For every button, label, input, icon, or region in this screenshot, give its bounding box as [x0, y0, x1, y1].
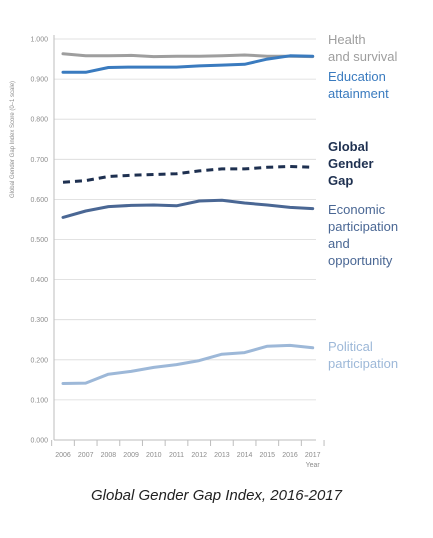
- series-lines: [61, 52, 315, 385]
- y-tick-label: 0.700: [30, 157, 48, 164]
- x-tick-label: 2015: [260, 452, 276, 459]
- y-tick-label: 0.100: [30, 397, 48, 404]
- series-label-line: participation: [328, 356, 398, 371]
- x-tick-label: 2011: [169, 452, 184, 459]
- gridlines: [54, 38, 316, 441]
- y-tick-label: 0.300: [30, 317, 48, 324]
- series-label-line: and: [328, 236, 350, 251]
- y-tick-label: 0.200: [30, 357, 48, 364]
- series-line: [61, 343, 315, 385]
- series-label-line: Gender: [328, 156, 374, 171]
- y-tick-label: 0.400: [30, 277, 48, 284]
- x-tick-label: 2006: [55, 452, 71, 459]
- series-label-line: opportunity: [328, 253, 393, 268]
- series-label-line: Health: [328, 32, 366, 47]
- y-tick-label: 0.000: [30, 438, 48, 445]
- series-line: [61, 54, 315, 74]
- series-label: Health and survival: [328, 32, 397, 64]
- series-label-line: and survival: [328, 49, 397, 64]
- series-line: [62, 165, 313, 184]
- y-tick-label: 0.800: [30, 117, 48, 124]
- series-label-line: Political: [328, 339, 373, 354]
- series-label: Economic participation and opportunity: [328, 202, 398, 268]
- y-tick-label: 0.600: [30, 197, 48, 204]
- series-label-line: Global: [328, 139, 368, 154]
- y-tick-label: 0.900: [30, 77, 48, 84]
- series-labels: Health and survival Education attainment Glo…: [328, 32, 398, 371]
- series-label-line: Education: [328, 69, 386, 84]
- x-axis-label: Year: [306, 462, 321, 469]
- series-label: Political participation: [328, 339, 398, 371]
- x-tick-label: 2013: [214, 452, 230, 459]
- x-tick-label: 2014: [237, 452, 253, 459]
- series-label-line: attainment: [328, 86, 389, 101]
- series-label-line: Gap: [328, 173, 353, 188]
- x-tick-label: 2017: [305, 452, 321, 459]
- line-chart: 0.000 0.100 0.200 0.300 0.400 0.500 0.600 0.700…: [10, 32, 398, 469]
- series-label: Global Gender Gap: [328, 139, 374, 188]
- series-label-line: participation: [328, 219, 398, 234]
- x-tick-label: 2010: [146, 452, 162, 459]
- axes: 0.000 0.100 0.200 0.300 0.400 0.500 0.600 0.700…: [10, 35, 325, 469]
- x-tick-label: 2009: [123, 452, 139, 459]
- x-tick-label: 2007: [78, 452, 94, 459]
- x-tick-label: 2016: [282, 452, 298, 459]
- y-tick-label: 1.000: [30, 37, 48, 44]
- y-axis-label: Global Gender Gap Index Score (0–1 scale…: [10, 81, 16, 198]
- y-tick-label: 0.500: [30, 237, 48, 244]
- x-tick-label: 2012: [191, 452, 207, 459]
- chart-caption: Global Gender Gap Index, 2016-2017: [90, 487, 342, 504]
- x-tick-label: 2008: [101, 452, 117, 459]
- series-line: [61, 198, 315, 219]
- series-label: Education attainment: [328, 69, 389, 101]
- series-line: [61, 52, 315, 59]
- series-label-line: Economic: [328, 202, 386, 217]
